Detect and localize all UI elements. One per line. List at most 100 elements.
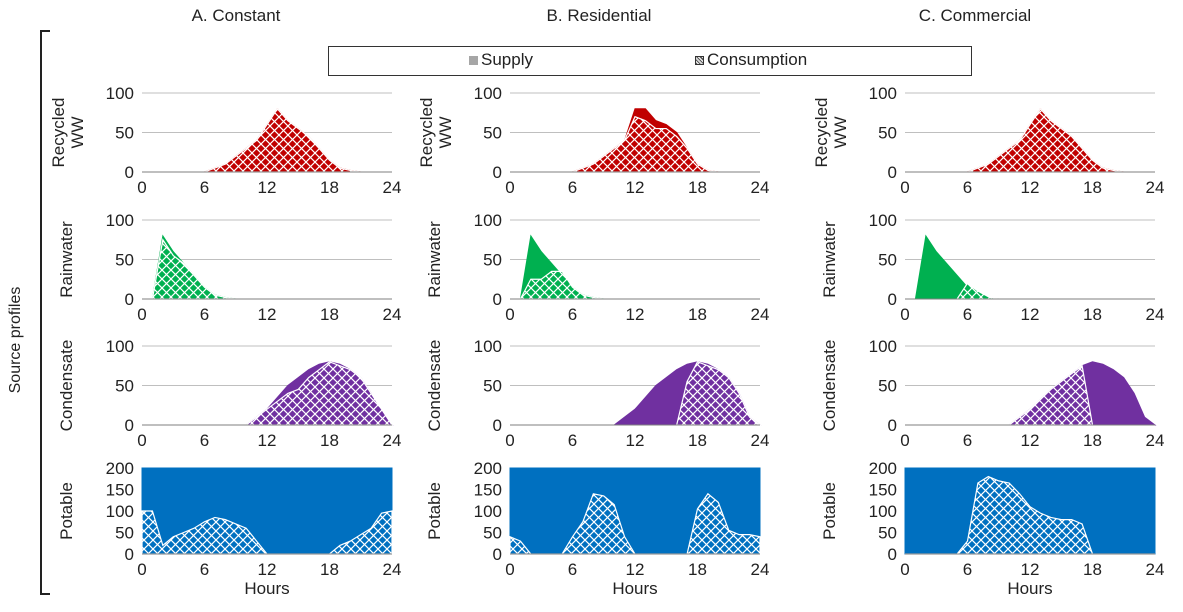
a-constant-rainwater-ytick-label-0: 0 [125,290,134,309]
b-residential-rainwater-xtick-label-4: 24 [751,305,770,324]
a-constant-recycled-ww-ytick-label-0: 0 [125,163,134,182]
c-commercial-condensate-ytick-label-1: 50 [878,377,897,396]
b-residential-potable-ytick-label-2: 100 [474,502,502,521]
a-constant-recycled-ww-ytick-label-1: 50 [115,124,134,143]
legend-supply-label: Supply [481,50,533,69]
legend: Supply Consumption [328,46,972,76]
a-constant-potable-xtick-label-4: 24 [383,560,402,579]
b-residential-recycled-ww-ylabel-1: WW [436,116,455,148]
legend-item-consumption: Consumption [695,50,807,70]
b-residential-recycled-ww-ytick-label-1: 50 [483,124,502,143]
c-commercial-rainwater-ytick-label-0: 0 [888,290,897,309]
c-commercial-rainwater-plot: 0 50 100 0 6 12 18 24 Rainwater [820,211,1164,324]
c-commercial-rainwater-supply-area [914,234,1010,300]
a-constant-condensate-ytick-label-2: 100 [106,337,134,356]
b-residential-condensate-xtick-label-0: 0 [505,431,514,450]
b-residential-recycled-ww-xtick-label-2: 12 [626,178,645,197]
a-constant-recycled-ww-ylabel-0: Recycled [49,98,68,168]
b-residential-rainwater-ytick-label-0: 0 [493,290,502,309]
b-residential-recycled-ww-ytick-label-0: 0 [493,163,502,182]
a-constant-rainwater-xtick-label-2: 12 [258,305,277,324]
c-commercial-condensate-xtick-label-1: 6 [963,431,972,450]
c-commercial-potable-xtick-label-2: 12 [1021,560,1040,579]
b-residential-condensate-ytick-label-1: 50 [483,377,502,396]
supply-swatch-icon [469,55,478,65]
c-commercial-potable-ytick-label-1: 50 [878,524,897,543]
c-commercial-potable-xtick-label-1: 6 [963,560,972,579]
a-constant-potable-xtick-label-3: 18 [320,560,339,579]
b-residential-rainwater-xtick-label-2: 12 [626,305,645,324]
c-commercial-rainwater-xtick-label-3: 18 [1083,305,1102,324]
a-constant-rainwater-xtick-label-0: 0 [137,305,146,324]
c-commercial-condensate-xtick-label-2: 12 [1021,431,1040,450]
c-commercial-condensate-ytick-label-2: 100 [869,337,897,356]
c-commercial-recycled-ww-xtick-label-4: 24 [1146,178,1165,197]
b-residential-recycled-ww-plot: 0 50 100 0 6 12 18 24 Recycled WW [417,84,769,197]
column-title-residential: B. Residential [546,6,652,25]
b-residential-rainwater-consumption-hatch [520,271,615,299]
a-constant-rainwater-xtick-label-4: 24 [383,305,402,324]
b-residential-potable-ytick-label-4: 200 [474,459,502,478]
a-constant-recycled-ww-xtick-label-3: 18 [320,178,339,197]
c-commercial-rainwater-xtick-label-0: 0 [900,305,909,324]
c-commercial-rainwater-ylabel: Rainwater [820,221,839,298]
a-constant-recycled-ww-ytick-label-2: 100 [106,84,134,103]
c-commercial-rainwater-xtick-label-4: 24 [1146,305,1165,324]
b-residential-rainwater-xtick-label-3: 18 [688,305,707,324]
a-constant-recycled-ww-plot: 0 50 100 0 6 12 18 24 Recycled WW [49,84,401,197]
a-constant-condensate-xtick-label-0: 0 [137,431,146,450]
b-residential-condensate-ytick-label-2: 100 [474,337,502,356]
b-residential-rainwater-xtick-label-0: 0 [505,305,514,324]
b-residential-condensate-consumption-hatch [676,361,760,425]
c-commercial-condensate-xtick-label-4: 24 [1146,431,1165,450]
a-constant-rainwater-ytick-label-1: 50 [115,251,134,270]
b-residential-condensate-ytick-label-0: 0 [493,416,502,435]
consumption-swatch-icon [695,55,704,65]
a-constant-condensate-plot: 0 50 100 0 6 12 18 24 Condensate [57,337,401,450]
column-title-commercial: C. Commercial [918,6,1032,25]
a-constant-potable-ytick-label-3: 150 [106,481,134,500]
c-commercial-condensate-ytick-label-0: 0 [888,416,897,435]
b-residential-potable-xtick-label-2: 12 [626,560,645,579]
b-residential-condensate-plot: 0 50 100 0 6 12 18 24 Condensate [425,337,769,450]
a-constant-rainwater-ylabel: Rainwater [57,221,76,298]
b-residential-condensate-ylabel: Condensate [425,340,444,432]
c-commercial-rainwater-ytick-label-2: 100 [869,211,897,230]
a-constant-condensate-ylabel: Condensate [57,340,76,432]
b-residential-potable-xtick-label-1: 6 [568,560,577,579]
b-residential-condensate-xtick-label-1: 6 [568,431,577,450]
b-residential-recycled-ww-consumption-hatch [572,116,740,172]
a-constant-potable-ytick-label-0: 0 [125,545,134,564]
a-constant-recycled-ww-xtick-label-1: 6 [200,178,209,197]
b-residential-rainwater-xtick-label-1: 6 [568,305,577,324]
a-constant-potable-consumption-hatch [142,511,392,554]
a-constant-condensate-xtick-label-2: 12 [258,431,277,450]
c-commercial-rainwater-xtick-label-1: 6 [963,305,972,324]
c-commercial-recycled-ww-ylabel-1: WW [831,116,850,148]
column-title-constant: A. Constant [191,6,281,25]
b-residential-potable-ytick-label-1: 50 [483,524,502,543]
b-residential-potable-ytick-label-3: 150 [474,481,502,500]
c-commercial-potable-xtick-label-0: 0 [900,560,909,579]
c-commercial-potable-ylabel: Potable [820,482,839,540]
c-commercial-condensate-xtick-label-3: 18 [1083,431,1102,450]
a-constant-recycled-ww-xtick-label-0: 0 [137,178,146,197]
c-commercial-potable-xtick-label-3: 18 [1083,560,1102,579]
a-constant-condensate-xtick-label-1: 6 [200,431,209,450]
b-residential-recycled-ww-xtick-label-1: 6 [568,178,577,197]
a-constant-rainwater-ytick-label-2: 100 [106,211,134,230]
b-residential-condensate-xtick-label-3: 18 [688,431,707,450]
b-residential-rainwater-plot: 0 50 100 0 6 12 18 24 Rainwater [425,211,769,324]
c-commercial-recycled-ww-consumption-hatch [967,108,1135,172]
b-residential-recycled-ww-ytick-label-2: 100 [474,84,502,103]
c-commercial-condensate-plot: 0 50 100 0 6 12 18 24 Condensate [820,337,1164,450]
c-commercial-recycled-ww-xtick-label-0: 0 [900,178,909,197]
b-residential-recycled-ww-ylabel-0: Recycled [417,98,436,168]
a-constant-potable-ytick-label-1: 50 [115,524,134,543]
c-commercial-recycled-ww-ytick-label-0: 0 [888,163,897,182]
c-commercial-condensate-xtick-label-0: 0 [900,431,909,450]
b-residential-potable-xtick-label-4: 24 [751,560,770,579]
a-constant-recycled-ww-xtick-label-4: 24 [383,178,402,197]
